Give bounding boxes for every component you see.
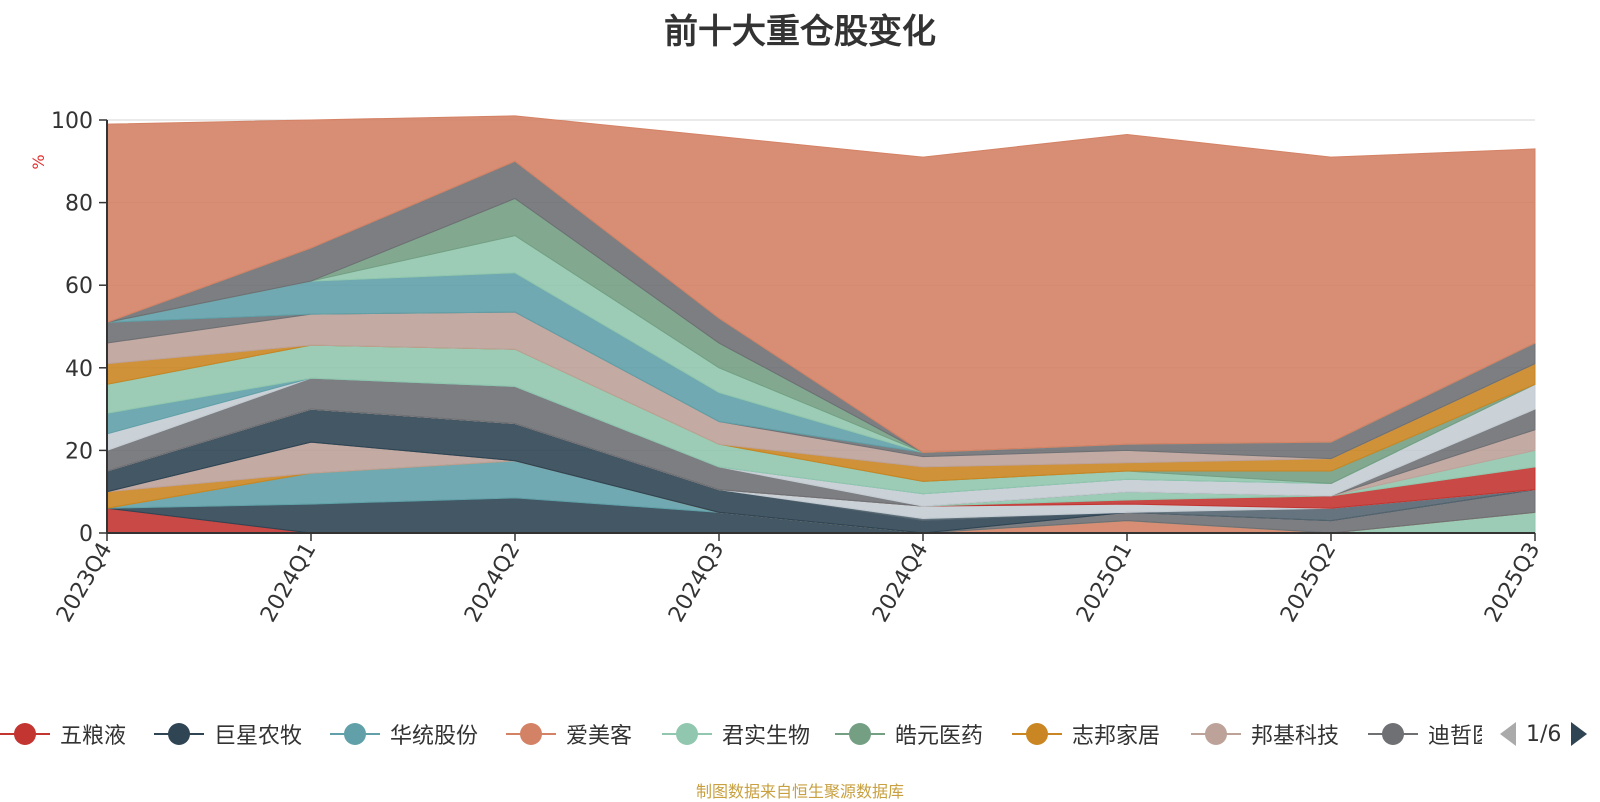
legend-marker-icon: [1012, 723, 1062, 745]
chart-title: 前十大重仓股变化: [664, 12, 936, 52]
pager-text: 1/6: [1526, 721, 1562, 747]
y-tick-label: 100: [51, 109, 93, 134]
x-tick-label: 2024Q3: [664, 539, 729, 627]
pager-prev-icon[interactable]: [1498, 720, 1518, 748]
legend-label: 迪哲医药: [1428, 724, 1482, 749]
legend-marker-icon: [835, 723, 885, 745]
x-tick-label: 2024Q2: [460, 539, 525, 627]
x-tick-label: 2025Q3: [1480, 539, 1545, 627]
legend-label: 志邦家居: [1072, 724, 1161, 749]
legend-marker-icon: [1191, 723, 1241, 745]
legend-item[interactable]: 君实生物: [662, 716, 810, 752]
legend-item[interactable]: 巨星农牧: [154, 716, 302, 752]
x-tick-label: 2025Q1: [1072, 539, 1137, 627]
legend-marker-icon: [154, 723, 204, 745]
y-tick-label: 80: [65, 192, 93, 217]
legend-item[interactable]: 爱美客: [506, 716, 632, 752]
legend-label: 皓元医药: [895, 724, 984, 749]
pager-next-icon[interactable]: [1569, 720, 1589, 748]
legend-label: 华统股份: [390, 724, 479, 749]
y-tick-label: 0: [79, 522, 93, 547]
x-tick-label: 2023Q4: [52, 539, 117, 627]
legend-marker-icon: [662, 723, 712, 745]
legend-marker-icon: [1368, 723, 1418, 745]
legend: 五粮液 巨星农牧 华统股份 爱美客 君实生物 皓元医药 志邦家居 邦基科技 迪哲医药 1/6: [0, 716, 1600, 756]
y-tick-label: 40: [65, 357, 93, 382]
legend-item[interactable]: 五粮液: [0, 716, 126, 752]
legend-label: 君实生物: [722, 724, 811, 749]
x-tick-label: 2024Q4: [868, 539, 933, 627]
y-tick-label: 60: [65, 274, 93, 299]
legend-marker-icon: [330, 723, 380, 745]
legend-items: 五粮液 巨星农牧 华统股份 爱美客 君实生物 皓元医药 志邦家居 邦基科技 迪哲医药: [0, 716, 1482, 756]
source-note: 制图数据来自恒生聚源数据库: [695, 782, 904, 801]
legend-item[interactable]: 志邦家居: [1012, 716, 1160, 752]
legend-pager: 1/6: [1498, 716, 1589, 752]
legend-item[interactable]: 迪哲医药: [1368, 716, 1482, 752]
legend-label: 巨星农牧: [214, 724, 303, 749]
area-band-28: [106, 115, 1536, 453]
legend-item[interactable]: 华统股份: [330, 716, 478, 752]
y-tick-label: 20: [65, 439, 93, 464]
x-tick-label: 2025Q2: [1276, 539, 1341, 627]
area-bands: [106, 115, 1536, 534]
y-axis-label: %: [29, 154, 48, 169]
legend-label: 爱美客: [566, 724, 633, 749]
x-tick-label: 2024Q1: [256, 539, 321, 627]
legend-item[interactable]: 邦基科技: [1191, 716, 1339, 752]
legend-marker-icon: [506, 723, 556, 745]
legend-label: 邦基科技: [1251, 724, 1340, 749]
legend-item[interactable]: 皓元医药: [835, 716, 983, 752]
legend-marker-icon: [0, 723, 50, 745]
legend-label: 五粮液: [60, 724, 127, 749]
